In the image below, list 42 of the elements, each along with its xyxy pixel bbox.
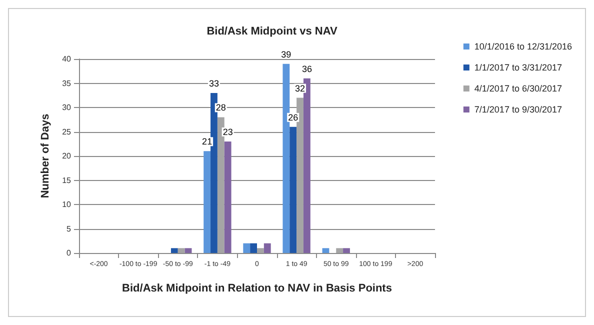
data-label: 28 xyxy=(216,102,226,113)
x-axis-title: Bid/Ask Midpoint in Relation to NAV in Basis Points xyxy=(122,282,392,294)
legend-label: 7/1/2017 to 9/30/2017 xyxy=(474,104,562,114)
data-label: 33 xyxy=(208,78,219,88)
bar xyxy=(282,64,290,253)
data-label: 26 xyxy=(288,112,298,122)
bar xyxy=(343,248,350,253)
y-tick-label: 25 xyxy=(62,127,72,136)
y-tick-label: 35 xyxy=(62,78,72,88)
bar xyxy=(243,243,250,253)
bar xyxy=(210,92,218,253)
bar xyxy=(296,98,304,253)
legend-label: 1/1/2017 to 3/31/2017 xyxy=(474,62,562,72)
bar xyxy=(264,243,271,253)
bar xyxy=(224,141,232,253)
chart-title: Bid/Ask Midpoint vs NAV xyxy=(206,26,338,38)
bar xyxy=(170,248,178,253)
legend-label: 10/1/2016 to 12/31/2016 xyxy=(474,42,572,52)
bar xyxy=(336,248,344,253)
y-tick-label: 40 xyxy=(62,54,72,64)
bar xyxy=(257,248,264,253)
y-tick-label: 0 xyxy=(66,248,72,258)
data-label: 21 xyxy=(202,136,212,147)
bar xyxy=(303,78,310,253)
bar xyxy=(204,151,211,253)
data-label: 32 xyxy=(295,83,306,94)
y-tick-label: 20 xyxy=(62,152,72,160)
bar xyxy=(250,243,257,253)
y-tick-label: 30 xyxy=(62,103,72,112)
data-label: 23 xyxy=(222,126,233,137)
y-axis-title: Number of Days xyxy=(40,114,52,198)
data-label: 36 xyxy=(302,64,312,74)
bar xyxy=(290,126,297,253)
y-tick-label: 5 xyxy=(66,224,72,234)
data-label: 39 xyxy=(281,49,292,60)
bar xyxy=(178,248,185,253)
y-tick-label: 15 xyxy=(62,176,72,185)
legend-label: 4/1/2017 to 6/30/2017 xyxy=(474,84,562,94)
y-tick-label: 10 xyxy=(62,200,72,209)
bar xyxy=(322,248,330,253)
bar xyxy=(217,117,224,253)
bar xyxy=(184,248,192,253)
